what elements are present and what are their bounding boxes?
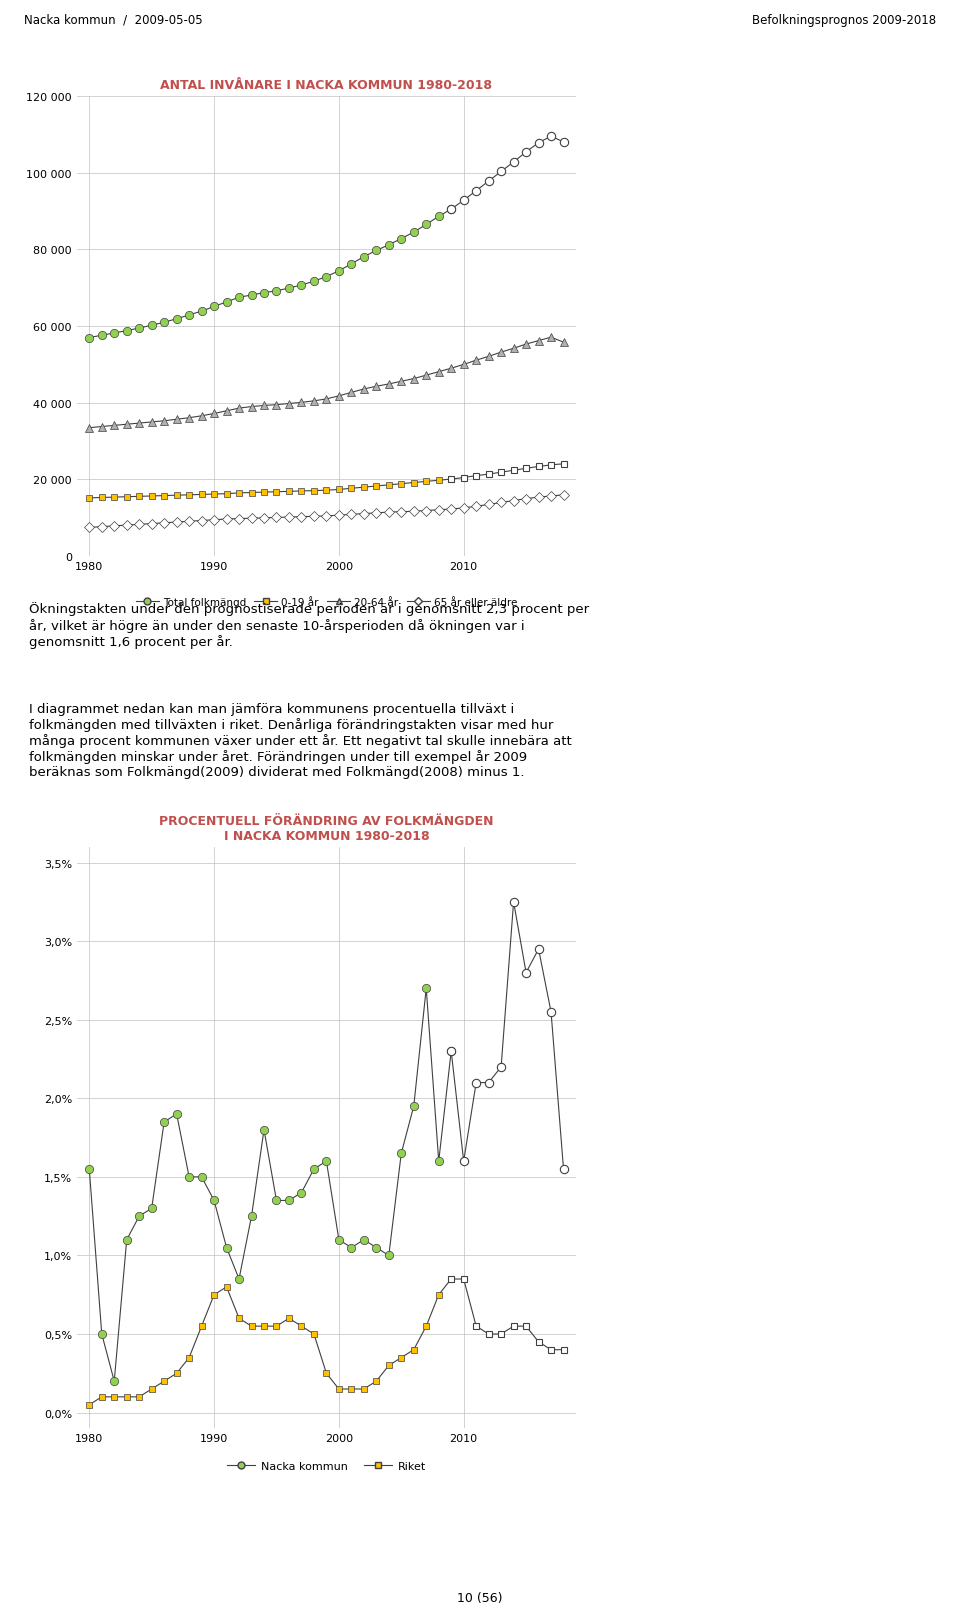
Text: 10 (56): 10 (56) xyxy=(457,1591,503,1604)
Title: ANTAL INVÅNARE I NACKA KOMMUN 1980-2018: ANTAL INVÅNARE I NACKA KOMMUN 1980-2018 xyxy=(160,79,492,92)
Text: Ökningstakten under den prognostiserade perioden är i genomsnitt 2,3 procent per: Ökningstakten under den prognostiserade … xyxy=(29,602,588,649)
Legend: Total folkmängd, 0-19 år, 20-64 år, 65 år eller äldre: Total folkmängd, 0-19 år, 20-64 år, 65 å… xyxy=(132,592,521,612)
Text: I diagrammet nedan kan man jämföra kommunens procentuella tillväxt i
folkmängden: I diagrammet nedan kan man jämföra kommu… xyxy=(29,702,571,778)
Title: PROCENTUELL FÖRÄNDRING AV FOLKMÄNGDEN
I NACKA KOMMUN 1980-2018: PROCENTUELL FÖRÄNDRING AV FOLKMÄNGDEN I … xyxy=(159,813,493,843)
Legend: Nacka kommun, Riket: Nacka kommun, Riket xyxy=(223,1456,430,1475)
Text: Befolkningsprognos 2009-2018: Befolkningsprognos 2009-2018 xyxy=(752,15,936,27)
Text: Nacka kommun  /  2009-05-05: Nacka kommun / 2009-05-05 xyxy=(24,15,203,27)
